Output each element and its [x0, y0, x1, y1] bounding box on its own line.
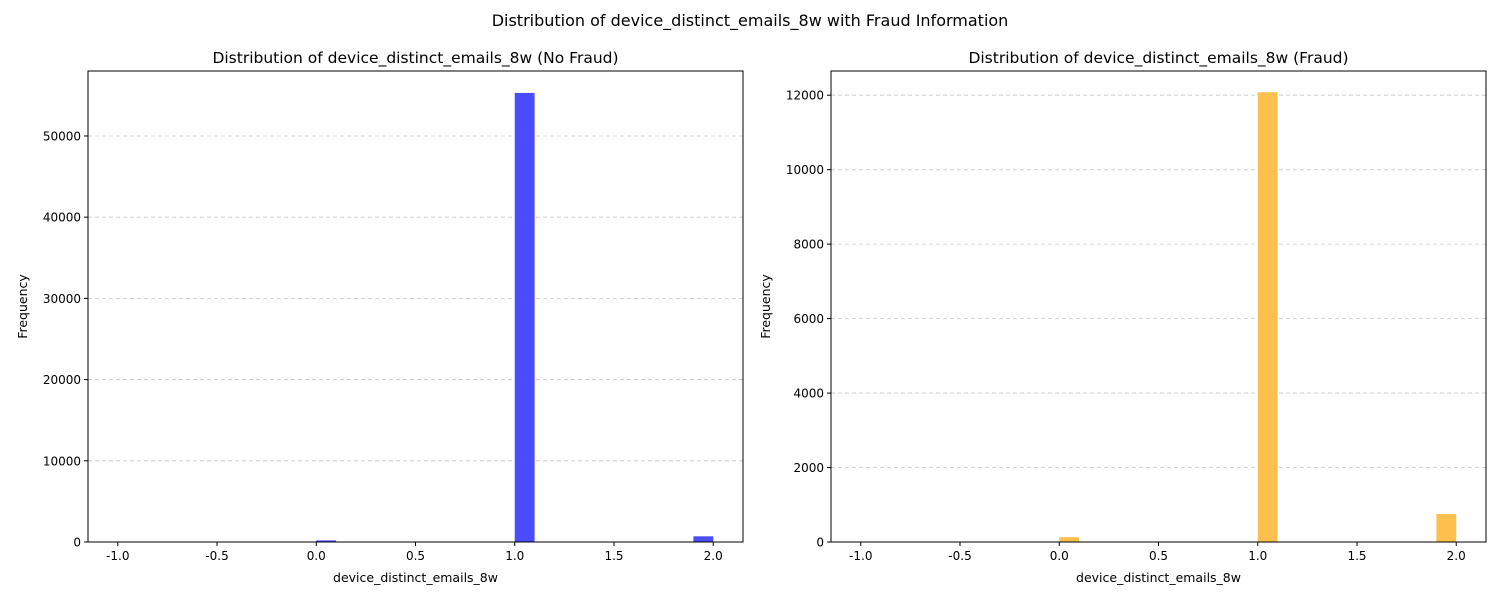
y-axis-label: Frequency [15, 274, 30, 339]
y-tick-label: 2000 [793, 461, 824, 475]
x-tick-label: -0.5 [205, 549, 228, 563]
chart-title: Distribution of device_distinct_emails_8… [212, 49, 618, 68]
y-tick-label: 4000 [793, 387, 824, 401]
x-tick-label: -0.5 [948, 549, 971, 563]
y-axis-label: Frequency [758, 274, 773, 339]
chart-panel-no-fraud: -1.0 -0.5 0.0 0.5 1.0 1.5 2.0 0 10000 20000 30000 4… [15, 49, 744, 585]
figure-suptitle: Distribution of device_distinct_emails_8… [492, 11, 1009, 31]
plot-frame [830, 70, 1487, 543]
histogram-bar [514, 92, 535, 542]
y-tick-label: 10000 [43, 454, 81, 468]
x-tick-label: -1.0 [106, 549, 129, 563]
x-tick-label: 1.5 [604, 549, 623, 563]
chart-title: Distribution of device_distinct_emails_8… [968, 49, 1348, 68]
x-tick-label: 1.5 [1347, 549, 1366, 563]
x-tick-label: 2.0 [704, 549, 723, 563]
y-tick-label: 50000 [43, 129, 81, 143]
y-tick-label: 30000 [43, 292, 81, 306]
y-tick-label: 8000 [793, 238, 824, 252]
histogram-bar [316, 540, 337, 542]
chart-panel-fraud: -1.0 -0.5 0.0 0.5 1.0 1.5 2.0 0 2000 4000 6000 8000… [758, 49, 1487, 585]
histogram-bar [1059, 537, 1080, 542]
y-tick-label: 20000 [43, 373, 81, 387]
y-tick-label: 0 [73, 536, 81, 550]
y-tick-label: 0 [816, 536, 824, 550]
x-axis-label: device_distinct_emails_8w [1076, 570, 1241, 585]
x-tick-label: 1.0 [1248, 549, 1267, 563]
x-axis-label: device_distinct_emails_8w [333, 570, 498, 585]
x-tick-label: 0.5 [406, 549, 425, 563]
plot-frame [87, 70, 744, 543]
histogram-bar [1436, 514, 1457, 542]
x-tick-label: 2.0 [1447, 549, 1466, 563]
x-tick-label: 0.0 [1050, 549, 1069, 563]
histogram-bar [693, 536, 714, 542]
y-tick-label: 10000 [786, 163, 824, 177]
x-tick-label: -1.0 [849, 549, 872, 563]
histogram-bar [1257, 92, 1278, 542]
y-tick-label: 40000 [43, 211, 81, 225]
y-tick-label: 12000 [786, 89, 824, 103]
x-tick-label: 0.0 [307, 549, 326, 563]
x-tick-label: 1.0 [505, 549, 524, 563]
x-tick-label: 0.5 [1149, 549, 1168, 563]
y-tick-label: 6000 [793, 312, 824, 326]
